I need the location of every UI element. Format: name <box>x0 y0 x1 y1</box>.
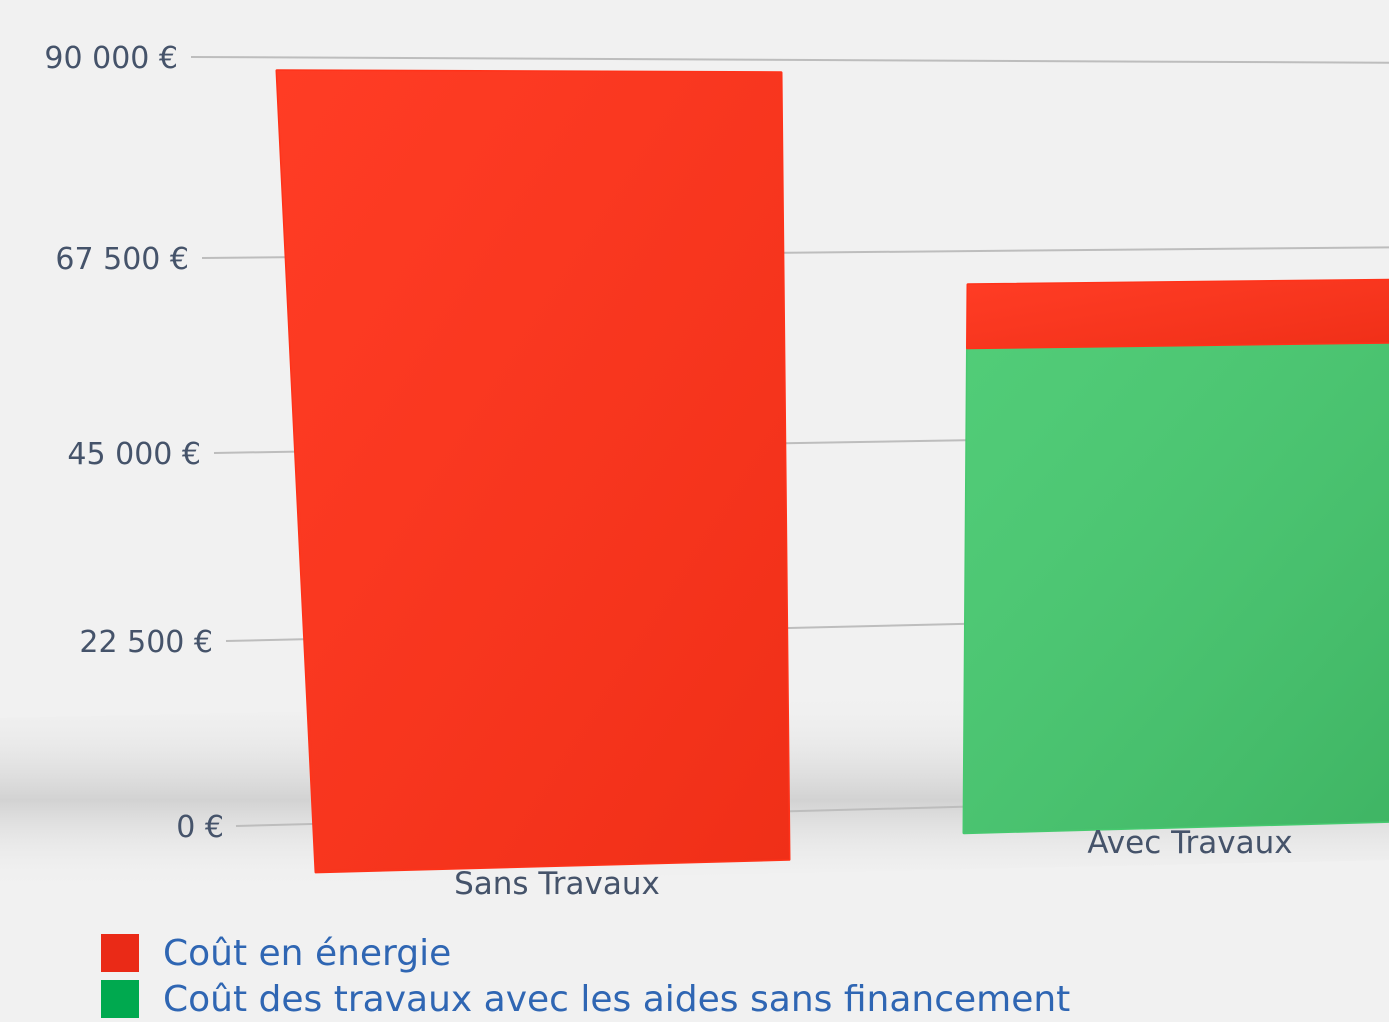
gridline <box>191 57 1389 63</box>
y-tick-label: 22 500 € <box>79 625 213 660</box>
legend-item-energy-cost: Coût en énergie <box>101 930 1070 976</box>
bar-shading <box>277 71 789 872</box>
legend-swatch-energy-cost <box>101 934 139 972</box>
y-tick-label: 67 500 € <box>55 242 189 277</box>
legend-label-energy-cost: Coût en énergie <box>163 933 451 974</box>
bar-shading <box>964 342 1389 833</box>
y-tick-label: 90 000 € <box>44 41 178 76</box>
y-tick-label: 45 000 € <box>67 437 201 472</box>
legend-label-works-cost: Coût des travaux avec les aides sans fin… <box>163 979 1070 1020</box>
legend-item-works-cost: Coût des travaux avec les aides sans fin… <box>101 976 1070 1022</box>
bar-shading <box>968 280 1389 348</box>
x-category-label: Sans Travaux <box>454 866 660 902</box>
legend-swatch-works-cost <box>101 980 139 1018</box>
y-tick-label: 0 € <box>176 810 224 845</box>
legend: Coût en énergie Coût des travaux avec le… <box>101 930 1070 1022</box>
x-category-label: Avec Travaux <box>1087 825 1292 861</box>
